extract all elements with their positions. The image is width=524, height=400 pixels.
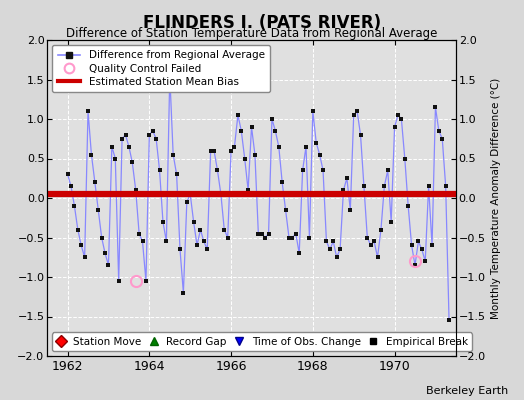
Legend: Station Move, Record Gap, Time of Obs. Change, Empirical Break: Station Move, Record Gap, Time of Obs. C… bbox=[52, 332, 472, 351]
Title: Difference of Station Temperature Data from Regional Average: Difference of Station Temperature Data f… bbox=[66, 27, 437, 40]
Y-axis label: Monthly Temperature Anomaly Difference (°C): Monthly Temperature Anomaly Difference (… bbox=[492, 77, 501, 319]
Text: Berkeley Earth: Berkeley Earth bbox=[426, 386, 508, 396]
Text: FLINDERS I. (PATS RIVER): FLINDERS I. (PATS RIVER) bbox=[143, 14, 381, 32]
